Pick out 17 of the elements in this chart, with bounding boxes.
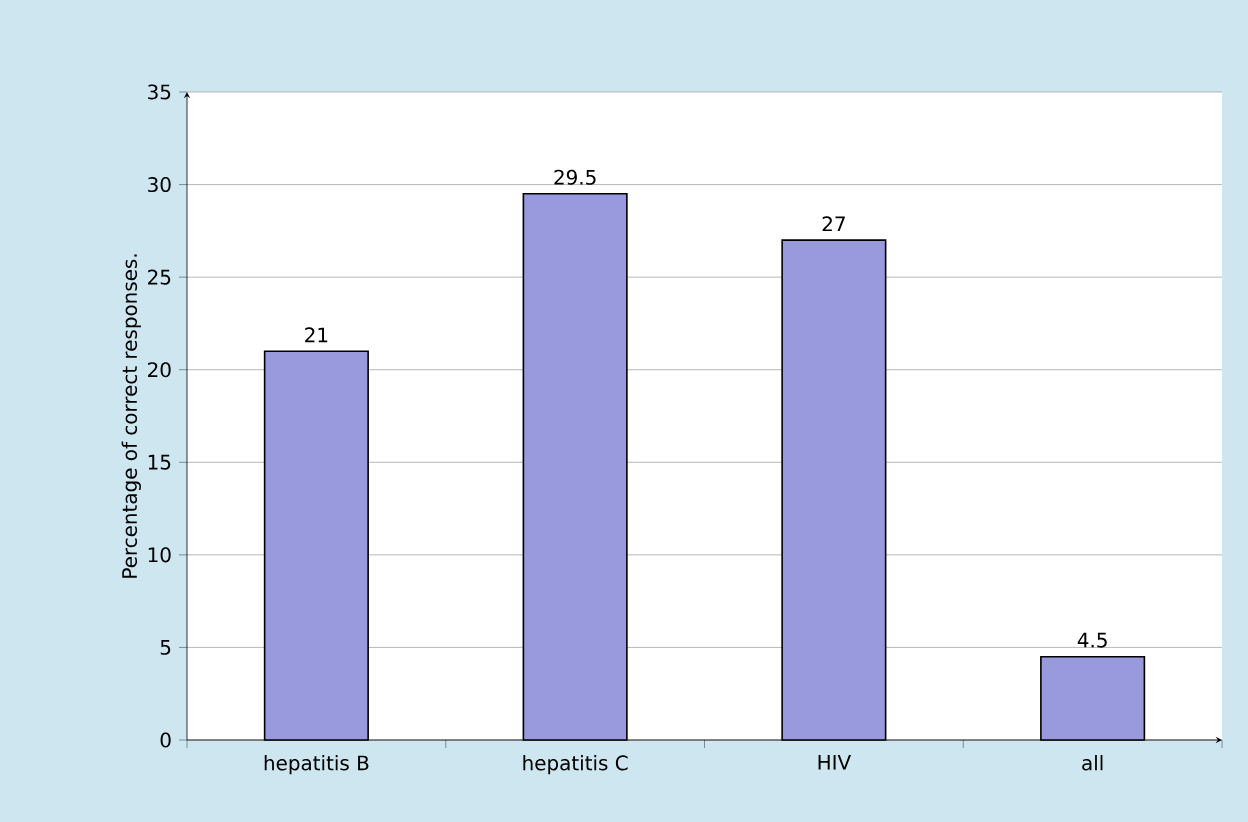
x-tick-label: hepatitis B — [264, 755, 369, 775]
x-tick-label: HIV — [818, 755, 851, 770]
y-tick-label: 20 — [148, 362, 171, 378]
y-tick-label: 25 — [148, 269, 171, 285]
x-tick-label: all — [1082, 755, 1103, 771]
data-label: 29.5 — [554, 169, 596, 185]
y-tick-label: 10 — [148, 547, 171, 563]
y-axis-title: Percentage of correct responses. — [121, 254, 141, 578]
data-label: 21 — [305, 327, 328, 343]
y-tick-label: 30 — [148, 177, 171, 193]
x-tick-label: hepatitis C — [523, 755, 628, 775]
y-tick-label: 35 — [148, 84, 171, 100]
data-label: 27 — [822, 216, 845, 232]
data-label: 4.5 — [1077, 632, 1107, 648]
y-tick-label: 15 — [148, 454, 171, 470]
y-tick-label: 5 — [160, 640, 171, 655]
y-tick-label: 0 — [160, 732, 171, 748]
